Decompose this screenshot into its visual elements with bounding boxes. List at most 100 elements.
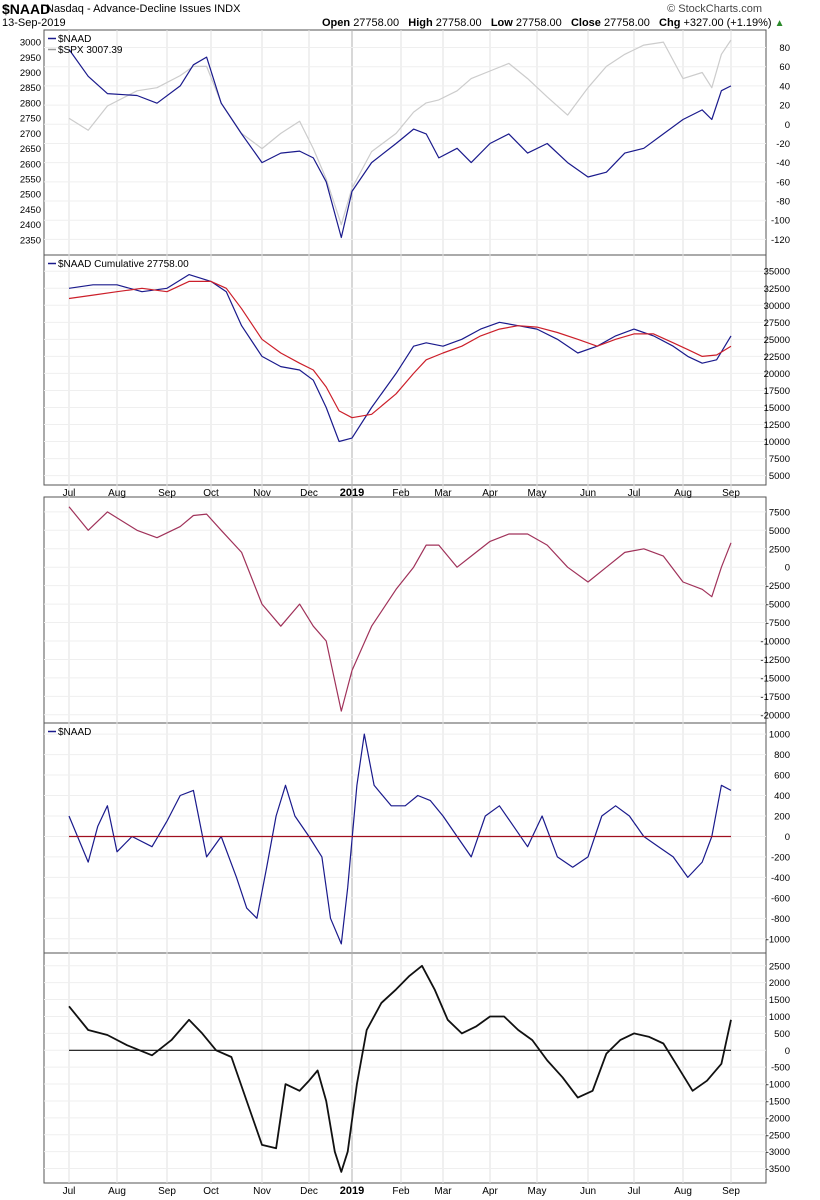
legend-label: $SPX 3007.39 <box>58 45 123 56</box>
y-tick-label-right: -3000 <box>766 1147 790 1158</box>
y-tick-label-right: 800 <box>774 750 790 761</box>
y-tick-label-right: -800 <box>771 914 790 925</box>
y-tick-label-right: 600 <box>774 771 790 782</box>
y-tick-label-left: 2500 <box>20 190 41 201</box>
x-tick-label: Aug <box>674 1186 692 1197</box>
series-line-naad <box>68 733 732 945</box>
y-tick-label-right: -3500 <box>766 1164 790 1175</box>
y-tick-label-right: 60 <box>779 62 790 73</box>
instrument-name: Nasdaq - Advance-Decline Issues INDX <box>46 3 241 15</box>
y-tick-label-left: 2850 <box>20 83 41 94</box>
y-tick-label-right: -2500 <box>766 1130 790 1141</box>
y-tick-label-right: 2500 <box>769 544 790 555</box>
y-tick-label-right: -7500 <box>766 618 790 629</box>
ohlc-readout: Open 27758.00 High 27758.00 Low 27758.00… <box>322 17 785 29</box>
x-tick-label: Jun <box>580 488 596 499</box>
y-tick-label-right: -80 <box>776 197 790 208</box>
x-tick-label: Sep <box>158 488 176 499</box>
x-tick-label: Aug <box>674 488 692 499</box>
x-tick-label: Sep <box>722 488 740 499</box>
y-tick-label-right: 500 <box>774 1029 790 1040</box>
chart-header: $NAAD Nasdaq - Advance-Decline Issues IN… <box>0 0 820 30</box>
x-tick-label: May <box>528 1186 547 1197</box>
y-tick-label-right: 0 <box>785 563 790 574</box>
x-tick-label: Nov <box>253 488 271 499</box>
x-tick-label: Dec <box>300 488 318 499</box>
y-tick-label-right: -2500 <box>766 581 790 592</box>
up-arrow-icon: ▲ <box>774 18 785 29</box>
y-tick-label-right: 0 <box>785 120 790 131</box>
x-tick-label: Jul <box>628 1186 641 1197</box>
y-tick-label-right: 27500 <box>764 318 790 329</box>
y-tick-label-right: -12500 <box>760 655 790 666</box>
y-tick-label-right: 1000 <box>769 1012 790 1023</box>
y-tick-label-right: -400 <box>771 873 790 884</box>
y-tick-label-left: 3000 <box>20 38 41 49</box>
y-tick-label-right: 400 <box>774 791 790 802</box>
y-tick-label-right: 7500 <box>769 507 790 518</box>
series-line <box>68 964 732 1173</box>
x-tick-label: Sep <box>722 1186 740 1197</box>
y-tick-label-left: 2450 <box>20 205 41 216</box>
panel2-frame <box>43 254 767 486</box>
x-tick-label: Nov <box>253 1186 271 1197</box>
x-tick-label: Sep <box>158 1186 176 1197</box>
y-tick-label-right: 35000 <box>764 267 790 278</box>
x-tick-label: 2019 <box>340 487 364 499</box>
y-tick-label-right: 10000 <box>764 437 790 448</box>
y-tick-label-right: -20 <box>776 139 790 150</box>
y-tick-label-left: 2600 <box>20 159 41 170</box>
y-tick-label-right: -1000 <box>766 1080 790 1091</box>
y-tick-label-left: 2350 <box>20 235 41 246</box>
panel3-frame <box>43 496 767 724</box>
y-tick-label-right: 5000 <box>769 526 790 537</box>
y-tick-label-left: 2550 <box>20 175 41 186</box>
y-tick-label-left: 2400 <box>20 220 41 231</box>
y-tick-label-right: 15000 <box>764 403 790 414</box>
y-tick-label-right: -10000 <box>760 636 790 647</box>
x-tick-label: Dec <box>300 1186 318 1197</box>
y-tick-label-left: 2700 <box>20 129 41 140</box>
legend-label: $NAAD <box>58 727 91 738</box>
y-tick-label-right: -5000 <box>766 600 790 611</box>
y-tick-label-right: -15000 <box>760 673 790 684</box>
y-tick-label-right: 17500 <box>764 386 790 397</box>
y-tick-label-right: 200 <box>774 811 790 822</box>
chart-date: 13-Sep-2019 <box>2 17 66 29</box>
x-tick-label: 2019 <box>340 1185 364 1197</box>
y-tick-label-right: -1500 <box>766 1096 790 1107</box>
x-tick-label: Mar <box>434 488 452 499</box>
y-tick-label-right: -500 <box>771 1063 790 1074</box>
y-tick-label-left: 2950 <box>20 53 41 64</box>
x-tick-label: Feb <box>392 1186 410 1197</box>
y-tick-label-right: -120 <box>771 235 790 246</box>
y-tick-label-right: 25000 <box>764 335 790 346</box>
y-tick-label-right: 2000 <box>769 978 790 989</box>
y-tick-label-right: -600 <box>771 893 790 904</box>
y-tick-label-left: 2650 <box>20 144 41 155</box>
x-tick-label: Jul <box>63 1186 76 1197</box>
x-tick-label: Oct <box>203 488 219 499</box>
y-tick-label-right: -200 <box>771 852 790 863</box>
y-tick-label-right: 32500 <box>764 284 790 295</box>
y-tick-label-right: 0 <box>785 1046 790 1057</box>
series-line-moving-average <box>68 280 732 419</box>
y-tick-label-right: 22500 <box>764 352 790 363</box>
y-tick-label-right: 1500 <box>769 995 790 1006</box>
y-tick-label-right: 40 <box>779 81 790 92</box>
brand-watermark: © StockCharts.com <box>667 3 762 15</box>
x-tick-label: May <box>528 488 547 499</box>
y-tick-label-right: -1000 <box>766 934 790 945</box>
x-tick-label: Jul <box>63 488 76 499</box>
y-tick-label-left: 2900 <box>20 68 41 79</box>
x-tick-label: Apr <box>482 1186 498 1197</box>
panel5-frame <box>43 952 767 1184</box>
legend-label: $NAAD Cumulative 27758.00 <box>58 259 189 270</box>
series-line-spx <box>68 39 732 226</box>
y-tick-label-right: 7500 <box>769 454 790 465</box>
x-tick-label: Oct <box>203 1186 219 1197</box>
y-tick-label-right: 0 <box>785 832 790 843</box>
panel1-frame <box>43 29 767 256</box>
x-tick-label: Feb <box>392 488 410 499</box>
